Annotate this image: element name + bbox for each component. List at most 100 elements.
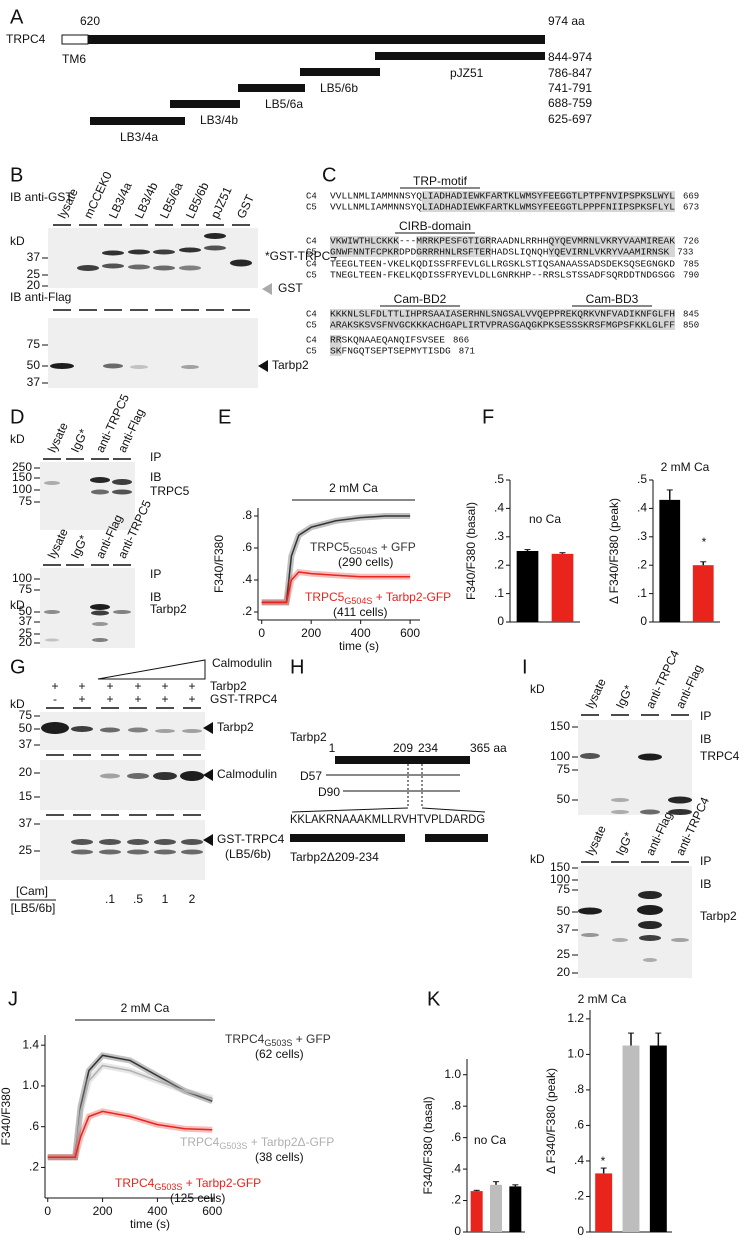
y-tick-label: 1.4 [22, 1037, 39, 1051]
trace [261, 571, 411, 604]
y-tick-label: .2 [637, 557, 647, 571]
panel-letter: F [482, 406, 494, 428]
bar [490, 1184, 502, 1232]
series-label: TRPC5G504S + Tarbp2-GFP [305, 590, 451, 606]
band [153, 265, 175, 271]
y-tick-label: .1 [494, 586, 504, 600]
label: *GST-TRPC4 [265, 249, 337, 263]
band [103, 363, 123, 369]
blot [40, 568, 135, 648]
position: 850 [683, 320, 699, 330]
lane-label: LB3/4a [106, 180, 135, 221]
panel-letter: E [218, 406, 231, 428]
label: Tarbp2 [150, 602, 187, 616]
kd-tick-label: 25 [19, 626, 33, 640]
x-axis-title: time (s) [339, 639, 379, 653]
label-part: + Tarbp2-GFP [182, 1176, 261, 1190]
annotation: 2 mM Ca [121, 1001, 170, 1015]
kd-tick-label: 100 [550, 749, 570, 763]
position: 726 [683, 236, 699, 246]
band [580, 753, 600, 759]
label: kD [10, 697, 25, 711]
lane-label: lysate [45, 420, 71, 455]
kd-tick-label: 75 [27, 337, 41, 351]
x-tick-label: 200 [301, 626, 321, 640]
bar [692, 565, 714, 622]
motif-shade [330, 335, 342, 356]
band [668, 809, 692, 815]
label-part: TRPC4 [225, 1032, 265, 1046]
band [638, 921, 662, 929]
position: 365 aa [470, 741, 507, 755]
y-tick-label: .2 [494, 557, 504, 571]
sequence: TNEGLTEEN-FKELKQDISSFRYEVLDLLGNRKHP--RRS… [330, 270, 675, 280]
species: C4 [306, 191, 317, 201]
gradient-wedge [97, 659, 206, 680]
panel-letter: G [10, 656, 26, 678]
y-tick-label: .4 [637, 501, 647, 515]
band [91, 610, 109, 616]
band [71, 726, 93, 732]
annotation: 2 mM Ca [661, 460, 710, 474]
bar [551, 553, 574, 622]
label: GST-TRPC4 [217, 832, 285, 846]
y-tick-label: .8 [451, 1098, 461, 1112]
band [102, 263, 124, 269]
label: kD [10, 598, 25, 612]
motif-shade [548, 236, 675, 257]
position: 871 [459, 346, 475, 356]
x-tick-label: 600 [400, 626, 420, 640]
lane-label: anti-Flag [643, 809, 675, 857]
label-part: TRPC5 [310, 540, 350, 554]
y-tick-label: 1.0 [444, 1067, 461, 1081]
kd-tick-label: 50 [19, 604, 33, 618]
row-label: Tarbp2 [210, 679, 247, 693]
kd-tick-label: 75 [557, 882, 571, 896]
band [44, 610, 60, 614]
y-axis-title: Δ F340/F380 (peak) [607, 498, 621, 604]
band [128, 727, 148, 733]
label: IP [700, 854, 711, 868]
y-tick-label: .6 [29, 1119, 39, 1133]
kd-tick-label: 150 [12, 470, 32, 484]
protein-bar [335, 756, 470, 764]
arrowhead [262, 283, 272, 295]
y-tick-label: .2 [29, 1160, 39, 1174]
band [155, 729, 175, 733]
label: D57 [300, 769, 322, 783]
kd-tick-label: 100 [550, 872, 570, 886]
label: 620 [80, 14, 100, 28]
label: Tarbp2 [272, 358, 309, 372]
fragment-bar [375, 52, 545, 60]
fragment-bar [170, 100, 240, 108]
y-tick-label: .6 [451, 1130, 461, 1144]
kd-tick-label: 25 [19, 843, 33, 857]
band [181, 849, 203, 855]
label-sub: G503S [264, 1038, 292, 1048]
species: C4 [306, 259, 317, 269]
label-part: + GFP [292, 1032, 330, 1046]
position: 209 [393, 741, 413, 755]
row-label: GST-TRPC4 [210, 692, 278, 706]
x-tick-label: 400 [351, 626, 371, 640]
label: D90 [318, 785, 340, 799]
protein-bar [62, 35, 545, 44]
sign: + [78, 679, 85, 693]
label: IP [150, 450, 161, 464]
kd-tick-label: 100 [12, 571, 32, 585]
sequence: KKLAKRNAAAKMLLRVHTVPLDARDG [290, 812, 485, 826]
fragment-range: 786-847 [548, 66, 592, 80]
label-sub: G503S [154, 1182, 182, 1192]
sign: + [134, 679, 141, 693]
band [182, 729, 202, 733]
fragment-range: 741-791 [548, 81, 592, 95]
kd-tick-label: 75 [557, 762, 571, 776]
panel-letter: J [8, 988, 18, 1010]
y-tick-label: .5 [494, 472, 504, 486]
ratio: 1 [162, 892, 169, 906]
band [99, 849, 121, 855]
motif-shade [416, 236, 491, 257]
sequence: VKWIWTHLCKKK---MRRKPESFGTIGRRAADNLRRHHQY… [330, 236, 676, 246]
bar [622, 1045, 640, 1232]
y-axis-title: F340/F380 [212, 535, 226, 593]
